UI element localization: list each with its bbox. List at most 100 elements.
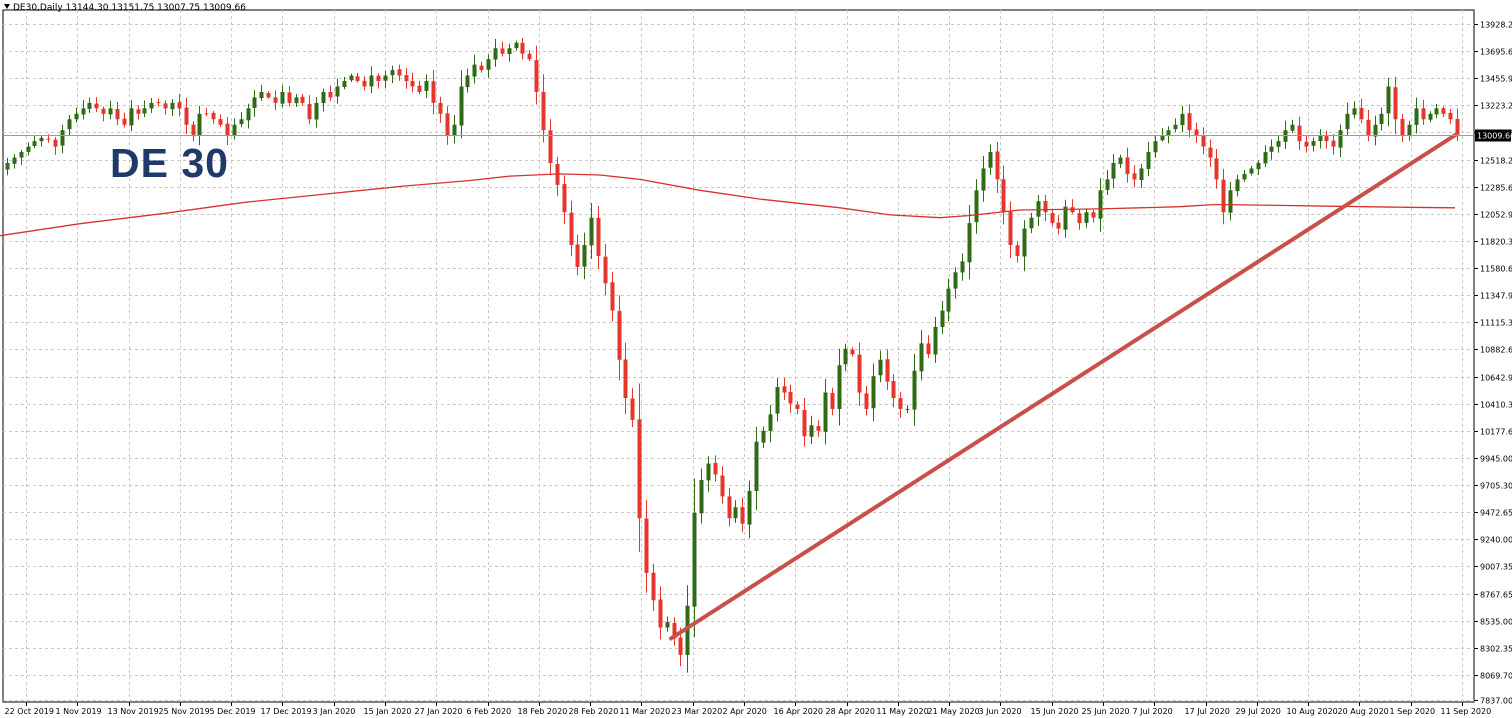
candle-body bbox=[891, 380, 896, 398]
candle-body bbox=[369, 75, 374, 87]
candle-body bbox=[960, 261, 965, 273]
candle-body bbox=[259, 91, 264, 99]
candle-body bbox=[1448, 112, 1453, 120]
candle-body bbox=[1091, 212, 1096, 218]
y-tick-label: 12052.95 bbox=[1480, 211, 1512, 220]
candle-body bbox=[1132, 173, 1137, 180]
candle-body bbox=[1146, 152, 1151, 169]
candle-body bbox=[53, 139, 58, 147]
candle-body bbox=[1304, 141, 1309, 147]
candle-body bbox=[1311, 141, 1316, 146]
candle-body bbox=[857, 354, 862, 393]
candle-body bbox=[541, 91, 546, 131]
candle-body bbox=[184, 107, 189, 125]
candle-body bbox=[355, 76, 360, 82]
y-tick-label: 9945.00 bbox=[1480, 455, 1512, 464]
candle-body bbox=[1139, 168, 1144, 180]
candle-body bbox=[658, 599, 663, 628]
candle-body bbox=[445, 113, 450, 136]
candle-body bbox=[603, 256, 608, 284]
y-tick-label: 8302.35 bbox=[1480, 645, 1512, 654]
candle-body bbox=[74, 113, 79, 120]
y-tick-label: 13928.25 bbox=[1480, 21, 1512, 30]
x-tick-label: 2 Apr 2020 bbox=[723, 707, 767, 716]
candle-body bbox=[520, 42, 525, 54]
candle-body bbox=[678, 637, 683, 655]
x-tick-label: 20 Aug 2020 bbox=[1338, 707, 1389, 716]
x-tick-label: 25 Nov 2019 bbox=[159, 707, 210, 716]
y-tick-label: 13695.60 bbox=[1480, 48, 1512, 57]
candle-body bbox=[239, 119, 244, 125]
candle-body bbox=[878, 359, 883, 376]
candle-body bbox=[410, 80, 415, 87]
candle-body bbox=[912, 370, 917, 410]
candle-body bbox=[452, 124, 457, 136]
candle-body bbox=[1256, 162, 1261, 170]
candle-body bbox=[761, 430, 766, 443]
candle-body bbox=[115, 108, 120, 120]
candle-body bbox=[527, 53, 532, 60]
candle-body bbox=[349, 75, 354, 81]
x-tick-label: 5 Dec 2019 bbox=[210, 707, 256, 716]
x-tick-label: 28 Feb 2020 bbox=[569, 707, 619, 716]
candle-body bbox=[197, 113, 202, 136]
y-tick-label: 12518.25 bbox=[1480, 157, 1512, 166]
candle-body bbox=[321, 91, 326, 104]
candle-body bbox=[514, 42, 519, 49]
y-tick-label: 10642.95 bbox=[1480, 374, 1512, 383]
candle-body bbox=[562, 184, 567, 213]
x-tick-label: 6 Feb 2020 bbox=[467, 707, 512, 716]
x-tick-label: 11 Sep 2020 bbox=[1441, 707, 1492, 716]
candle-body bbox=[163, 103, 168, 109]
candle-body bbox=[1180, 113, 1185, 126]
candle-body bbox=[596, 217, 601, 256]
candle-body bbox=[940, 310, 945, 328]
x-tick-label: 7 Jul 2020 bbox=[1133, 707, 1173, 716]
moving-average-line bbox=[0, 173, 1456, 237]
candle-body bbox=[672, 622, 677, 639]
candle-body bbox=[1029, 217, 1034, 229]
candle-body bbox=[122, 118, 127, 125]
x-tick-label: 1 Nov 2019 bbox=[56, 707, 102, 716]
candle-body bbox=[575, 244, 580, 267]
candle-body bbox=[644, 518, 649, 573]
candle-body bbox=[905, 408, 910, 410]
candle-body bbox=[995, 151, 1000, 180]
candle-body bbox=[142, 108, 147, 114]
y-tick-label: 10177.65 bbox=[1480, 428, 1512, 437]
candle-body bbox=[390, 70, 395, 76]
candle-body bbox=[294, 97, 299, 104]
candle-body bbox=[486, 59, 491, 70]
candle-body bbox=[101, 108, 106, 114]
y-tick-label: 13223.25 bbox=[1480, 102, 1512, 111]
candle-body bbox=[81, 108, 86, 115]
candle-body bbox=[754, 441, 759, 491]
y-tick-label: 8767.65 bbox=[1480, 591, 1512, 600]
candle-body bbox=[699, 479, 704, 514]
candle-body bbox=[953, 272, 958, 289]
dropdown-triangle-icon[interactable] bbox=[4, 4, 10, 9]
candle-body bbox=[1194, 129, 1199, 136]
y-tick-label: 11115.30 bbox=[1480, 319, 1512, 328]
candle-body bbox=[720, 475, 725, 497]
candle-body bbox=[397, 69, 402, 76]
candle-body bbox=[1290, 124, 1295, 131]
candle-body bbox=[1187, 113, 1192, 131]
candle-body bbox=[1324, 135, 1329, 142]
candle-body bbox=[1297, 125, 1302, 142]
candle-body bbox=[300, 96, 305, 103]
y-tick-label: 9240.00 bbox=[1480, 536, 1512, 545]
candle-body bbox=[170, 102, 175, 110]
candle-body bbox=[1098, 190, 1103, 219]
y-tick-label: 8535.00 bbox=[1480, 618, 1512, 627]
candle-body bbox=[1345, 113, 1350, 130]
candle-body bbox=[342, 81, 347, 87]
candle-body bbox=[280, 91, 285, 104]
candle-body bbox=[946, 288, 951, 312]
candle-body bbox=[1050, 213, 1055, 224]
candle-body bbox=[1015, 245, 1020, 256]
candle-body bbox=[1441, 108, 1446, 114]
candle-body bbox=[1249, 168, 1254, 174]
candle-body bbox=[204, 113, 209, 115]
